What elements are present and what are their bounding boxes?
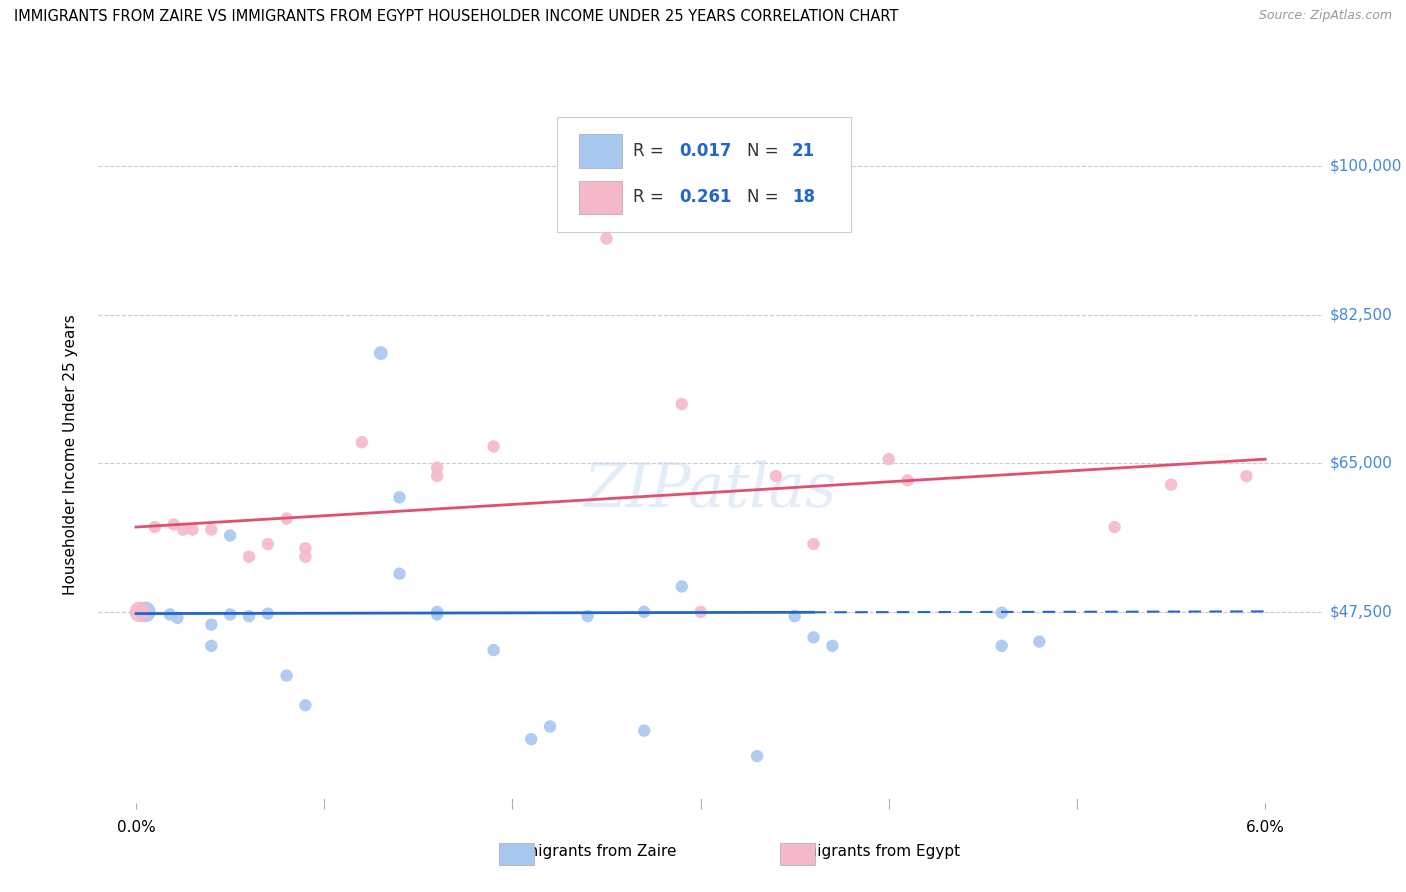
Point	[159, 607, 181, 622]
Point	[1160, 477, 1182, 491]
Point	[200, 617, 222, 632]
Text: $65,000: $65,000	[1330, 456, 1393, 471]
Text: 6.0%: 6.0%	[1246, 820, 1285, 835]
Point	[238, 549, 260, 564]
Text: 21: 21	[792, 142, 815, 160]
Point	[821, 639, 844, 653]
Text: Immigrants from Zaire: Immigrants from Zaire	[505, 845, 676, 859]
Point	[388, 491, 411, 505]
Point	[633, 723, 655, 738]
Point	[388, 566, 411, 581]
Point	[200, 639, 222, 653]
Point	[166, 611, 188, 625]
Point	[520, 732, 543, 747]
Point	[181, 523, 204, 537]
Point	[294, 541, 316, 556]
Point	[426, 605, 449, 619]
Point	[143, 520, 166, 534]
Point	[803, 537, 825, 551]
Point	[1028, 634, 1050, 648]
Text: IMMIGRANTS FROM ZAIRE VS IMMIGRANTS FROM EGYPT HOUSEHOLDER INCOME UNDER 25 YEARS: IMMIGRANTS FROM ZAIRE VS IMMIGRANTS FROM…	[14, 9, 898, 24]
Point	[595, 231, 617, 245]
Point	[294, 698, 316, 713]
Text: R =: R =	[633, 188, 669, 206]
Text: ZIPatlas: ZIPatlas	[583, 459, 837, 520]
FancyBboxPatch shape	[557, 118, 851, 232]
Point	[482, 439, 505, 453]
Point	[172, 523, 194, 537]
Point	[256, 607, 278, 621]
Y-axis label: Householder Income Under 25 years: Householder Income Under 25 years	[63, 315, 77, 595]
Text: 18: 18	[792, 188, 815, 206]
Point	[745, 749, 768, 764]
Text: $47,500: $47,500	[1330, 605, 1393, 619]
Point	[671, 579, 693, 593]
Point	[219, 607, 242, 622]
Point	[1104, 520, 1126, 534]
Point	[294, 549, 316, 564]
Point	[134, 605, 156, 619]
Point	[482, 643, 505, 657]
Point	[783, 609, 806, 624]
Point	[538, 719, 561, 733]
Point	[128, 605, 150, 619]
Bar	[579, 181, 621, 214]
Point	[276, 668, 298, 682]
Point	[803, 631, 825, 645]
Point	[350, 435, 373, 450]
Text: $100,000: $100,000	[1330, 159, 1402, 174]
Point	[990, 606, 1012, 620]
Point	[238, 609, 260, 624]
Point	[633, 605, 655, 619]
Point	[671, 397, 693, 411]
Text: $82,500: $82,500	[1330, 308, 1393, 322]
Point	[256, 537, 278, 551]
Text: N =: N =	[747, 188, 783, 206]
Point	[689, 605, 711, 619]
Text: R =: R =	[633, 142, 669, 160]
Point	[163, 517, 186, 532]
Text: Immigrants from Egypt: Immigrants from Egypt	[783, 845, 960, 859]
Point	[219, 528, 242, 542]
Point	[765, 469, 787, 483]
Point	[877, 452, 900, 467]
Point	[426, 469, 449, 483]
Point	[897, 474, 920, 488]
Point	[1234, 469, 1257, 483]
Point	[370, 346, 392, 360]
Text: Source: ZipAtlas.com: Source: ZipAtlas.com	[1258, 9, 1392, 22]
Text: 0.261: 0.261	[679, 188, 733, 206]
Text: 0.017: 0.017	[679, 142, 733, 160]
Point	[426, 460, 449, 475]
Point	[990, 639, 1012, 653]
Point	[276, 511, 298, 525]
Point	[200, 523, 222, 537]
Text: N =: N =	[747, 142, 783, 160]
Bar	[579, 134, 621, 168]
Point	[576, 609, 599, 624]
Text: 0.0%: 0.0%	[117, 820, 156, 835]
Point	[426, 607, 449, 622]
